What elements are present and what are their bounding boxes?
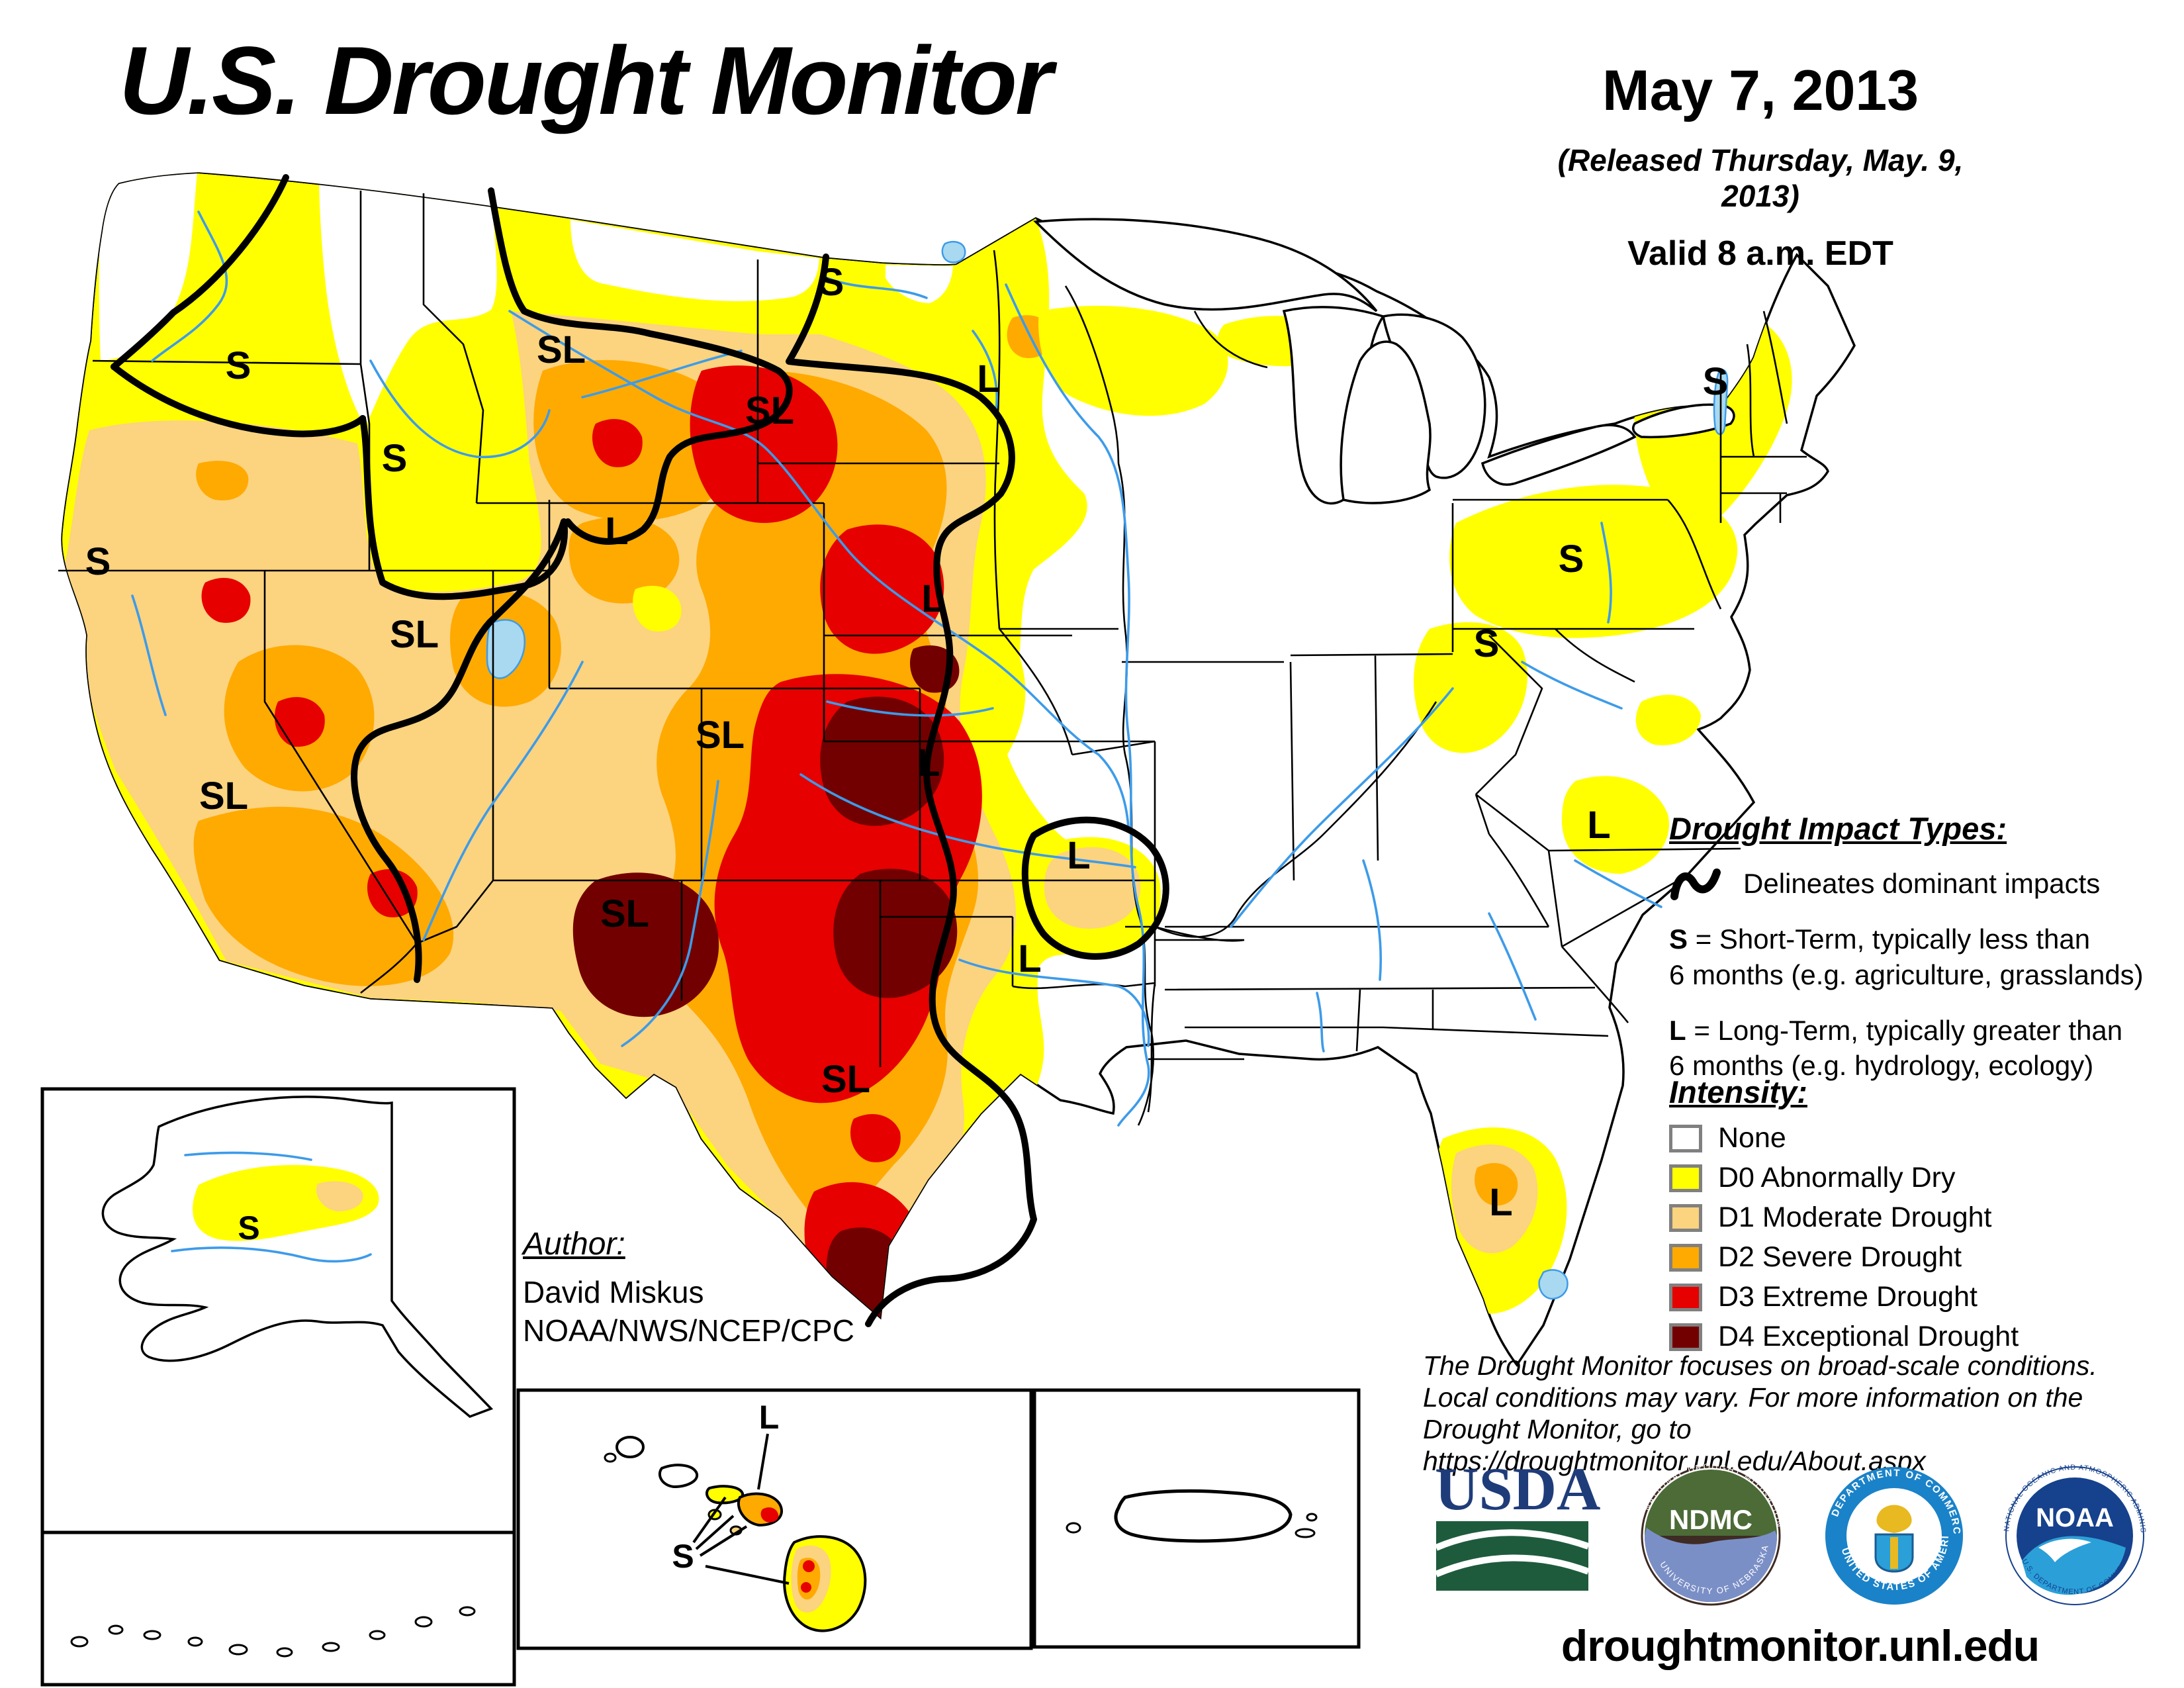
rivers	[131, 211, 1662, 1127]
lake-ontario	[1632, 403, 1735, 439]
impact-label: L	[1018, 937, 1041, 980]
swatch-d3	[1669, 1283, 1702, 1311]
svg-text:USDA: USDA	[1435, 1455, 1600, 1523]
legend-row-d0: D0 Abnormally Dry	[1669, 1162, 2184, 1194]
swatch-none	[1669, 1124, 1702, 1152]
puerto-rico-inset	[1032, 1388, 1361, 1649]
impact-label: S	[85, 540, 111, 583]
swatch-d2	[1669, 1243, 1702, 1272]
impact-label: L	[921, 577, 944, 620]
conus-impact-labels: S SL SL S L S L L S SL SL L SL L SL L SL…	[85, 261, 1729, 1224]
impact-label-hawaii-s: S	[672, 1538, 694, 1575]
impact-label: SL	[600, 892, 649, 935]
intensity-heading: Intensity:	[1669, 1074, 1807, 1109]
impact-label: S	[382, 437, 408, 480]
michigan-lower-peninsula	[1340, 340, 1432, 504]
lake-okeechobee	[1538, 1269, 1569, 1300]
map-date-block: May 7, 2013 (Released Thursday, May. 9, …	[1516, 58, 2005, 273]
legend-row-d1: D1 Moderate Drought	[1669, 1201, 2184, 1234]
squiggle-icon	[1670, 868, 1721, 901]
disclaimer: The Drought Monitor focuses on broad-sca…	[1423, 1350, 2097, 1476]
page-title: U.S. Drought Monitor	[119, 26, 1053, 134]
delineates-label: Delineates dominant impacts	[1743, 868, 2101, 900]
impact-legend: Drought Impact Types: Delineates dominan…	[1669, 809, 2184, 1103]
lake-of-the-woods	[941, 241, 966, 263]
impact-label-hawaii-l: L	[759, 1399, 780, 1436]
aleutian-islands	[70, 1606, 476, 1658]
lake-erie	[1480, 424, 1637, 486]
impact-label-alaska: S	[238, 1209, 259, 1246]
swatch-d0	[1669, 1164, 1702, 1192]
website-url: droughtmonitor.unl.edu	[1561, 1621, 2040, 1670]
impact-label: SL	[696, 714, 745, 757]
author-block: Author: David Miskus NOAA/NWS/NCEP/CPC	[523, 1225, 854, 1350]
impact-label: L	[1587, 804, 1610, 847]
usda-logo: USDA	[1435, 1455, 1600, 1591]
impact-label: L	[1489, 1181, 1512, 1224]
swatch-d4	[1669, 1323, 1702, 1351]
impact-label: S	[819, 261, 844, 304]
impact-label: L	[917, 741, 940, 784]
swatch-d1	[1669, 1203, 1702, 1232]
svg-text:NDMC: NDMC	[1669, 1504, 1752, 1535]
legend-row-d3: D3 Extreme Drought	[1669, 1281, 2184, 1313]
valid-time: Valid 8 a.m. EDT	[1627, 234, 1893, 273]
legend-row-d2: D2 Severe Drought	[1669, 1241, 2184, 1274]
impact-label: SL	[537, 328, 586, 371]
release-date: (Released Thursday, May. 9, 2013)	[1557, 143, 1964, 213]
legend-row-none: None	[1669, 1122, 2184, 1154]
drought-layers	[62, 173, 1792, 1334]
svg-text:NOAA: NOAA	[2036, 1503, 2114, 1532]
hawaii-inset: L S	[516, 1388, 1033, 1650]
impact-legend-heading: Drought Impact Types:	[1669, 811, 2007, 846]
impact-label: SL	[745, 389, 794, 432]
lake-superior	[1033, 218, 1378, 312]
impact-boundaries	[111, 174, 1169, 1327]
author-name: David Miskus	[523, 1275, 704, 1309]
impact-label: L	[1067, 834, 1090, 877]
impact-label: L	[605, 510, 628, 553]
impact-label: S	[1703, 360, 1729, 403]
impact-label: S	[226, 344, 251, 387]
alaska-inset: S	[40, 1087, 516, 1687]
impact-label: S	[1474, 622, 1500, 665]
impact-label: S	[1559, 538, 1584, 581]
impact-label: SL	[821, 1058, 870, 1101]
long-term-definition: L = Long-Term, typically greater than 6 m…	[1669, 1014, 2123, 1082]
author-heading: Author:	[523, 1227, 625, 1262]
great-salt-lake	[486, 619, 526, 679]
intensity-legend: Intensity: None D0 Abnormally Dry D1 Mod…	[1669, 1074, 2184, 1360]
legend-row-d4: D4 Exceptional Drought	[1669, 1321, 2184, 1353]
hawaii-callout-lines	[692, 1433, 790, 1585]
short-term-definition: S = Short-Term, typically less than 6 mon…	[1669, 923, 2144, 990]
impact-label: L	[977, 357, 1000, 400]
agency-logos: USDA NDMC NATIONAL DROUGHT MITIGATION CE…	[1423, 1448, 2146, 1606]
impact-label: SL	[199, 774, 248, 818]
impact-label: SL	[390, 613, 439, 656]
author-org: NOAA/NWS/NCEP/CPC	[523, 1313, 854, 1348]
map-date: May 7, 2013	[1602, 59, 1919, 122]
